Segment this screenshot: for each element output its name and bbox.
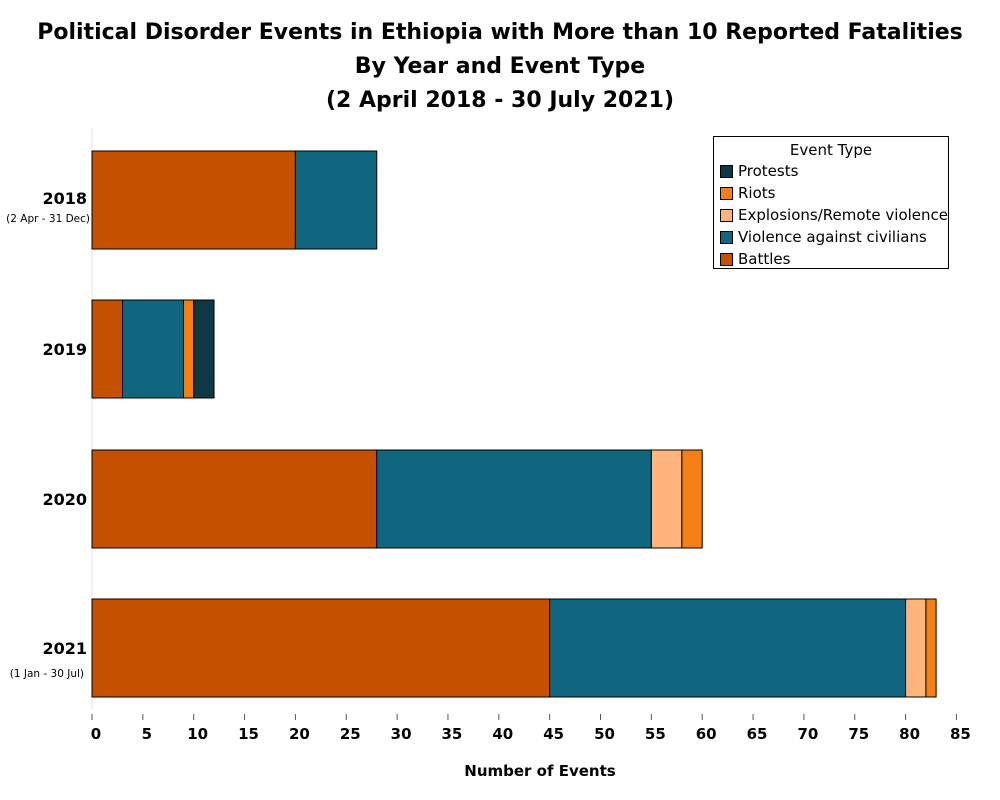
legend-swatch (720, 164, 733, 178)
x-tick-label-55: 55 (645, 725, 666, 743)
x-tick-label-65: 65 (747, 725, 768, 743)
legend-items: Protests Riots Explosions/Remote violence V… (714, 160, 948, 270)
legend-label: Riots (738, 184, 776, 202)
bar-2021-battles (91, 598, 551, 698)
legend-label: Battles (738, 250, 791, 268)
x-tick-label-40: 40 (492, 725, 513, 743)
x-tick-label-0: 0 (91, 725, 101, 743)
x-tick-label-10: 10 (187, 725, 208, 743)
bar-2019-battles (91, 299, 124, 399)
legend-swatch (720, 186, 733, 200)
x-tick-label-75: 75 (848, 725, 869, 743)
bar-2020-riots (681, 449, 703, 549)
x-tick-label-80: 80 (899, 725, 920, 743)
legend-swatch (720, 208, 733, 222)
legend-item-battles: Battles (714, 248, 948, 270)
legend-title: Event Type (789, 141, 873, 159)
x-tick-label-85: 85 (950, 725, 971, 743)
x-tick-label-15: 15 (238, 725, 259, 743)
bar-2021-explosions-remote-violence (905, 598, 927, 698)
legend-item-violence-against-civilians: Violence against civilians (714, 226, 948, 248)
bar-2021-violence-against-civilians (549, 598, 907, 698)
legend-swatch (720, 230, 733, 244)
bar-2018-battles (91, 150, 296, 250)
legend-item-explosions-remote-violence: Explosions/Remote violence (714, 204, 948, 226)
x-tick-label-45: 45 (543, 725, 564, 743)
legend-label: Protests (738, 162, 799, 180)
x-tick-label-50: 50 (594, 725, 615, 743)
x-tick-label-60: 60 (696, 725, 717, 743)
category-label-2020: 2020 (42, 490, 87, 509)
category-sublabel-2018: (2 Apr - 31 Dec) (6, 213, 90, 225)
legend: Event Type Protests Riots Explosions/Remot… (713, 136, 949, 269)
category-label-2021: 2021 (42, 639, 87, 658)
bar-2019-violence-against-civilians (122, 299, 185, 399)
chart-title: Political Disorder Events in Ethiopia wi… (37, 20, 963, 45)
x-tick-label-35: 35 (442, 725, 463, 743)
x-axis-label: Number of Events (464, 762, 615, 780)
bar-2020-battles (91, 449, 378, 549)
chart-subtitle: By Year and Event Type (354, 54, 646, 79)
category-label-2018: 2018 (42, 189, 87, 208)
x-tick-label-70: 70 (797, 725, 818, 743)
x-tick-label-20: 20 (289, 725, 310, 743)
legend-item-protests: Protests (714, 160, 948, 182)
bar-2020-violence-against-civilians (376, 449, 652, 549)
chart-period: (2 April 2018 - 30 July 2021) (325, 88, 674, 113)
legend-label: Violence against civilians (738, 228, 927, 246)
x-tick-label-25: 25 (340, 725, 361, 743)
bar-2019-protests (193, 299, 215, 399)
bar-2019-riots (183, 299, 195, 399)
category-sublabel-2021: (1 Jan - 30 Jul) (10, 668, 84, 680)
legend-label: Explosions/Remote violence (738, 206, 948, 224)
category-label-2019: 2019 (42, 340, 87, 359)
bar-2018-violence-against-civilians (294, 150, 378, 250)
x-tick-label-30: 30 (391, 725, 412, 743)
x-tick-label-5: 5 (142, 725, 152, 743)
bar-2021-riots (925, 598, 937, 698)
bar-2020-explosions-remote-violence (650, 449, 683, 549)
legend-swatch (720, 252, 733, 266)
legend-item-riots: Riots (714, 182, 948, 204)
